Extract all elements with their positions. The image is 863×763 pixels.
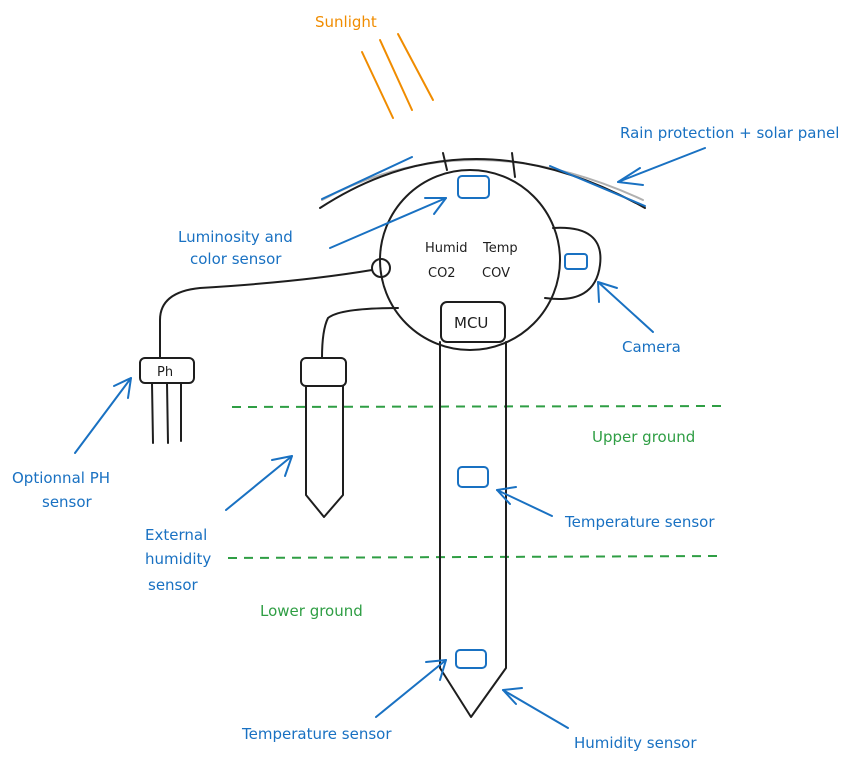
sunlight-rays (361, 33, 434, 119)
camera-arrow (597, 281, 654, 333)
luminosity-label-line2: color sensor (190, 250, 282, 268)
bottom-temperature-arrow (375, 659, 447, 718)
upper-ground-label: Upper ground (592, 428, 695, 446)
humidity-sensor-label: Humidity sensor (574, 734, 697, 752)
ext-humidity-label-line2: humidity (145, 550, 211, 568)
bottom-sensor (455, 649, 487, 669)
co2-label: CO2 (428, 266, 456, 281)
solar-panel (321, 156, 646, 207)
ph-box-label: Ph (157, 365, 173, 380)
mcu-box (440, 301, 506, 343)
ph-sensor (139, 357, 195, 444)
optional-ph-label-line2: sensor (42, 493, 93, 511)
rain-protection-label: Rain protection + solar panel (620, 124, 839, 142)
luminosity-arrow (329, 197, 447, 249)
lower-ground-label: Lower ground (260, 602, 363, 620)
optional-ph-label-line1: Optionnal PH (12, 469, 110, 487)
sunlight-label: Sunlight (315, 13, 377, 31)
humid-label: Humid (425, 241, 468, 256)
rain-protection-arrow (617, 147, 706, 186)
connector-node (371, 258, 391, 278)
luminosity-label-line1: Luminosity and (178, 228, 293, 246)
ph-arrow (74, 377, 132, 454)
sensor-head (379, 169, 602, 351)
ext-humidity-label-line1: External (145, 526, 207, 544)
humidity-sensor-arrow (502, 687, 569, 729)
mid-temperature-sensor (457, 466, 489, 488)
rain-protection-cover (319, 152, 646, 209)
mid-temperature-arrow (496, 486, 553, 517)
luminosity-sensor (457, 175, 490, 199)
upper-ground-line (231, 405, 723, 408)
ph-cable (159, 269, 373, 359)
ext-humidity-cable (321, 307, 399, 359)
ext-humidity-label-line3: sensor (148, 576, 199, 594)
cov-label: COV (482, 266, 510, 281)
ext-humidity-sensor (300, 357, 347, 518)
ext-humidity-arrow (225, 455, 293, 511)
bottom-temperature-label: Temperature sensor (241, 725, 392, 743)
mcu-label: MCU (454, 314, 488, 332)
mid-temperature-label: Temperature sensor (564, 513, 715, 531)
camera-label: Camera (622, 338, 681, 356)
probe-stake (439, 341, 507, 718)
lower-ground-line (227, 555, 721, 559)
temp-label: Temp (482, 241, 518, 256)
camera-sensor (564, 253, 588, 270)
